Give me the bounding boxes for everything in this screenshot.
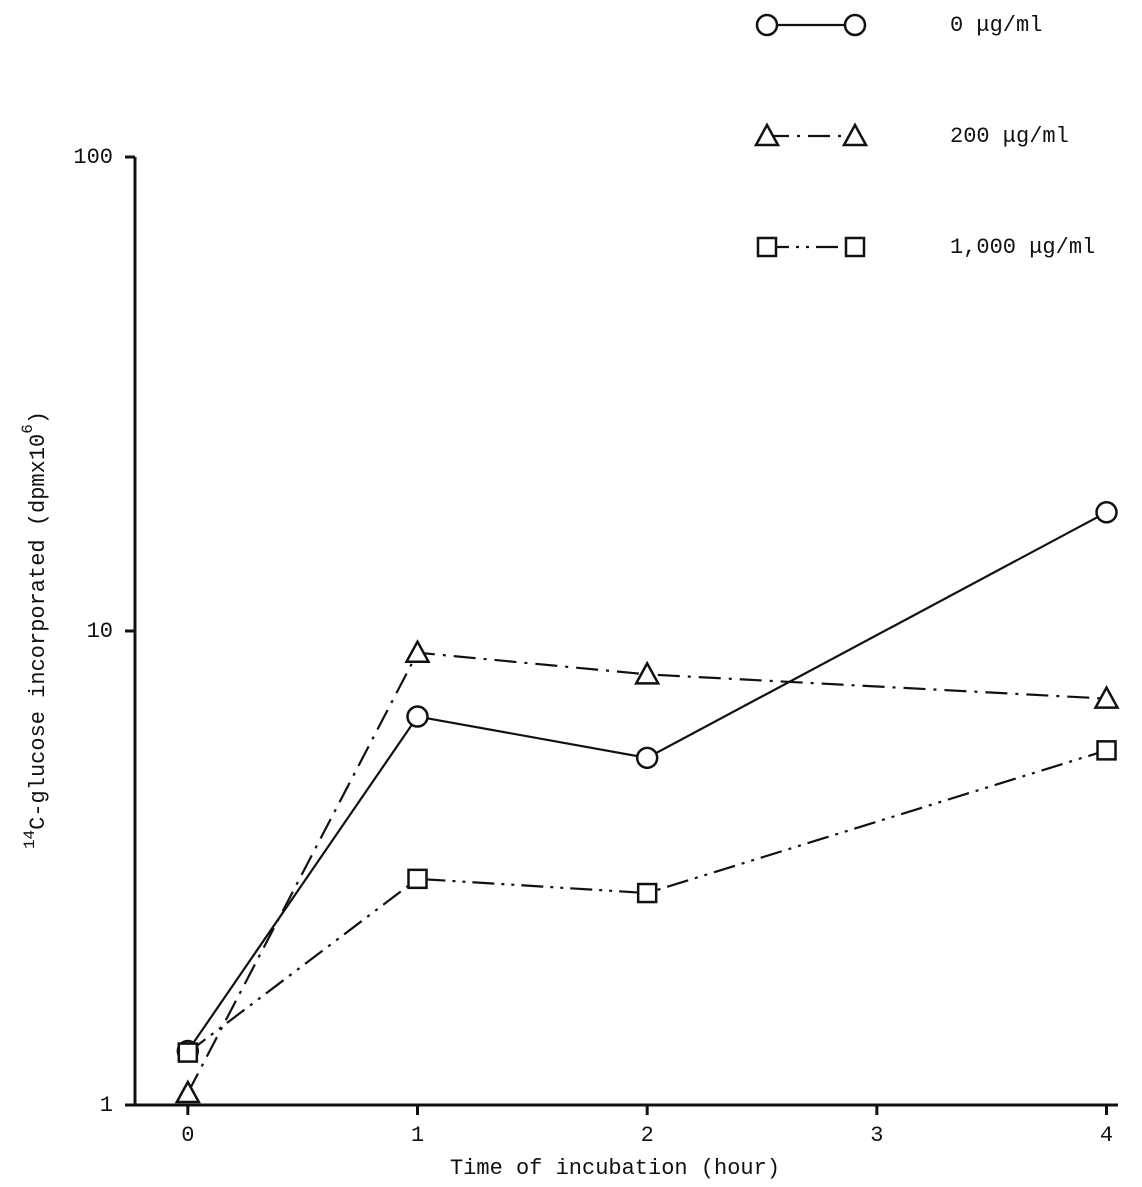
marker <box>408 870 426 888</box>
legend-marker <box>757 15 777 35</box>
series-line <box>188 512 1107 1051</box>
y-label-part: C-glucose incorporated (dpmx10 <box>26 434 51 830</box>
legend-label: 0 μg/ml <box>950 13 1042 38</box>
y-label-part: ) <box>26 411 51 424</box>
y-tick-label: 100 <box>73 145 113 170</box>
axis-line <box>135 157 1118 1105</box>
x-tick-label: 4 <box>1100 1123 1113 1148</box>
y-label-part: 14 <box>21 830 39 849</box>
x-tick-label: 0 <box>181 1123 194 1148</box>
marker <box>1098 741 1116 759</box>
legend-marker <box>844 125 866 145</box>
x-tick-label: 2 <box>641 1123 654 1148</box>
legend-marker <box>845 15 865 35</box>
y-axis-label: 14C-glucose incorporated (dpmx106) <box>19 411 51 849</box>
legend-label: 200 μg/ml <box>950 124 1069 149</box>
x-tick-label: 1 <box>411 1123 424 1148</box>
marker <box>177 1082 199 1102</box>
marker <box>406 642 428 662</box>
series-line <box>188 653 1107 1093</box>
legend-marker <box>758 238 776 256</box>
y-label-part: 6 <box>19 424 37 434</box>
marker <box>1097 502 1117 522</box>
marker <box>637 748 657 768</box>
marker <box>638 884 656 902</box>
x-tick-label: 3 <box>870 1123 883 1148</box>
marker <box>179 1044 197 1062</box>
chart: Time of incubation (hour) 14C-glucose in… <box>0 0 1142 1187</box>
marker <box>636 663 658 683</box>
marker <box>407 707 427 727</box>
legend-label: 1,000 μg/ml <box>950 235 1095 260</box>
legend-marker <box>846 238 864 256</box>
x-axis-label: Time of incubation (hour) <box>450 1156 780 1181</box>
y-tick-label: 1 <box>100 1093 113 1118</box>
y-tick-label: 10 <box>87 619 113 644</box>
